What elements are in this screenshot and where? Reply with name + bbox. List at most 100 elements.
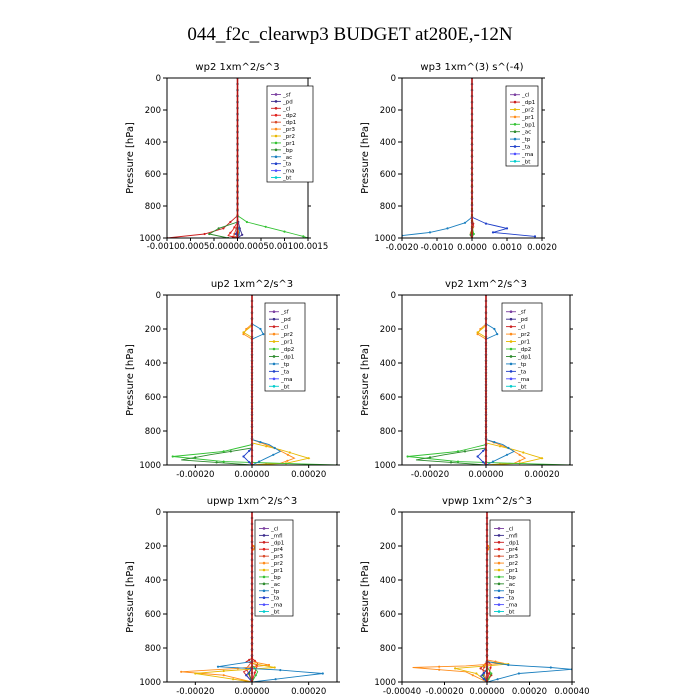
data-point bbox=[490, 672, 493, 675]
legend-marker bbox=[509, 362, 513, 366]
y-tick-label: 400 bbox=[145, 138, 161, 148]
series-group bbox=[167, 78, 308, 238]
data-point bbox=[180, 670, 183, 673]
data-point bbox=[254, 674, 257, 677]
y-tick-label: 800 bbox=[145, 427, 161, 437]
legend-marker bbox=[274, 134, 278, 138]
x-tick-label: 0.00020 bbox=[512, 687, 547, 697]
legend-marker bbox=[262, 547, 266, 551]
legend-marker bbox=[497, 527, 501, 530]
legend-marker bbox=[272, 325, 276, 328]
legend-entry: _ta bbox=[270, 596, 279, 602]
legend-entry: _pr2 bbox=[521, 108, 534, 114]
legend-entry: _pr4 bbox=[270, 547, 284, 553]
legend-marker bbox=[497, 547, 501, 551]
series-markers-dp1 bbox=[194, 295, 254, 464]
legend-entry: _ma bbox=[280, 377, 292, 383]
data-point bbox=[484, 222, 488, 225]
legend-entry: _pr3 bbox=[270, 554, 284, 560]
y-tick-label: 200 bbox=[145, 542, 161, 552]
legend-entry: _pr2 bbox=[270, 561, 283, 567]
legend-marker bbox=[272, 377, 276, 381]
data-point bbox=[283, 230, 286, 233]
legend-marker bbox=[513, 137, 517, 141]
legend-marker bbox=[274, 127, 278, 131]
data-point bbox=[505, 453, 509, 456]
y-tick-label: 400 bbox=[145, 576, 161, 586]
y-tick-label: 0 bbox=[156, 508, 161, 518]
legend-marker bbox=[274, 107, 278, 110]
data-point bbox=[496, 678, 499, 681]
data-point bbox=[463, 221, 467, 224]
series-line-ta bbox=[242, 295, 253, 465]
data-point bbox=[307, 457, 310, 460]
series-line-dp2 bbox=[172, 295, 337, 465]
legend-entry: _dp2 bbox=[280, 347, 294, 353]
panel-6: vpwp 1xm^2/s^3 Pressure [hPa] 0 200 400 600 80… bbox=[360, 496, 590, 697]
data-point bbox=[476, 331, 479, 334]
data-point bbox=[253, 671, 256, 674]
data-point bbox=[456, 450, 460, 453]
panels: wp2 1xm^2/s^3 Pressure [hPa] 0 200 400 600 800… bbox=[125, 62, 590, 697]
y-tick-label: 0 bbox=[391, 74, 396, 84]
data-point bbox=[288, 451, 291, 454]
data-point bbox=[222, 674, 225, 677]
y-tick-label: 1000 bbox=[374, 234, 396, 244]
legend-entry: _bt bbox=[282, 176, 292, 182]
data-point bbox=[533, 235, 537, 238]
legend-marker bbox=[513, 160, 517, 163]
data-point bbox=[203, 232, 206, 236]
legend-marker bbox=[513, 93, 517, 96]
data-point bbox=[518, 453, 521, 456]
data-point bbox=[517, 672, 521, 675]
y-tick-label: 1000 bbox=[374, 678, 396, 688]
data-point bbox=[215, 461, 218, 464]
y-tick-label: 200 bbox=[145, 106, 161, 116]
y-axis-label: Pressure [hPa] bbox=[125, 561, 136, 633]
y-axis-label: Pressure [hPa] bbox=[360, 122, 371, 194]
series-group bbox=[171, 295, 337, 465]
data-point bbox=[496, 333, 499, 336]
data-point bbox=[438, 665, 441, 668]
x-tick-label: -0.00040 bbox=[383, 687, 421, 697]
legend-entry: _dp1 bbox=[505, 540, 519, 546]
data-point bbox=[482, 461, 485, 464]
legend-marker bbox=[513, 108, 517, 111]
y-tick-label: 200 bbox=[145, 325, 161, 335]
data-point bbox=[482, 677, 485, 681]
legend-entry: _bt bbox=[505, 610, 515, 616]
legend-entry: _pr2 bbox=[517, 332, 530, 338]
legend-marker bbox=[262, 561, 266, 565]
data-point bbox=[248, 461, 251, 464]
legend-entry: _bt bbox=[521, 159, 531, 165]
data-point bbox=[171, 455, 174, 458]
legend-entry: _pr1 bbox=[270, 568, 283, 574]
legend-entry: _dp2 bbox=[517, 347, 531, 353]
legend-entry: _ta bbox=[280, 369, 289, 375]
legend-entry: _pr1 bbox=[280, 340, 293, 346]
x-tick-label: 0.00020 bbox=[291, 687, 326, 697]
panel-4: vp2 1xm^2/s^3 Pressure [hPa] 0 200 400 600 800… bbox=[360, 279, 573, 480]
legend-marker bbox=[262, 541, 266, 544]
data-point bbox=[428, 456, 432, 459]
legend-marker bbox=[509, 340, 513, 343]
legend-marker bbox=[509, 310, 513, 314]
y-tick-label: 0 bbox=[391, 291, 396, 301]
legend-entry: _pr2 bbox=[280, 332, 293, 338]
y-tick-label: 800 bbox=[380, 644, 396, 654]
data-point bbox=[540, 457, 544, 460]
legend-entry: _dp1 bbox=[270, 540, 284, 546]
data-point bbox=[259, 327, 262, 331]
data-point bbox=[483, 666, 486, 669]
data-point bbox=[454, 667, 457, 670]
y-tick-label: 200 bbox=[380, 542, 396, 552]
data-point bbox=[507, 663, 510, 667]
data-point bbox=[229, 450, 232, 453]
x-tick-label: 0.00020 bbox=[291, 470, 326, 480]
legend-entry: _pd bbox=[517, 317, 528, 323]
data-point bbox=[471, 674, 474, 677]
legend-marker bbox=[497, 582, 501, 586]
y-tick-label: 1000 bbox=[139, 678, 161, 688]
data-point bbox=[286, 459, 289, 462]
y-axis-label: Pressure [hPa] bbox=[360, 561, 371, 633]
